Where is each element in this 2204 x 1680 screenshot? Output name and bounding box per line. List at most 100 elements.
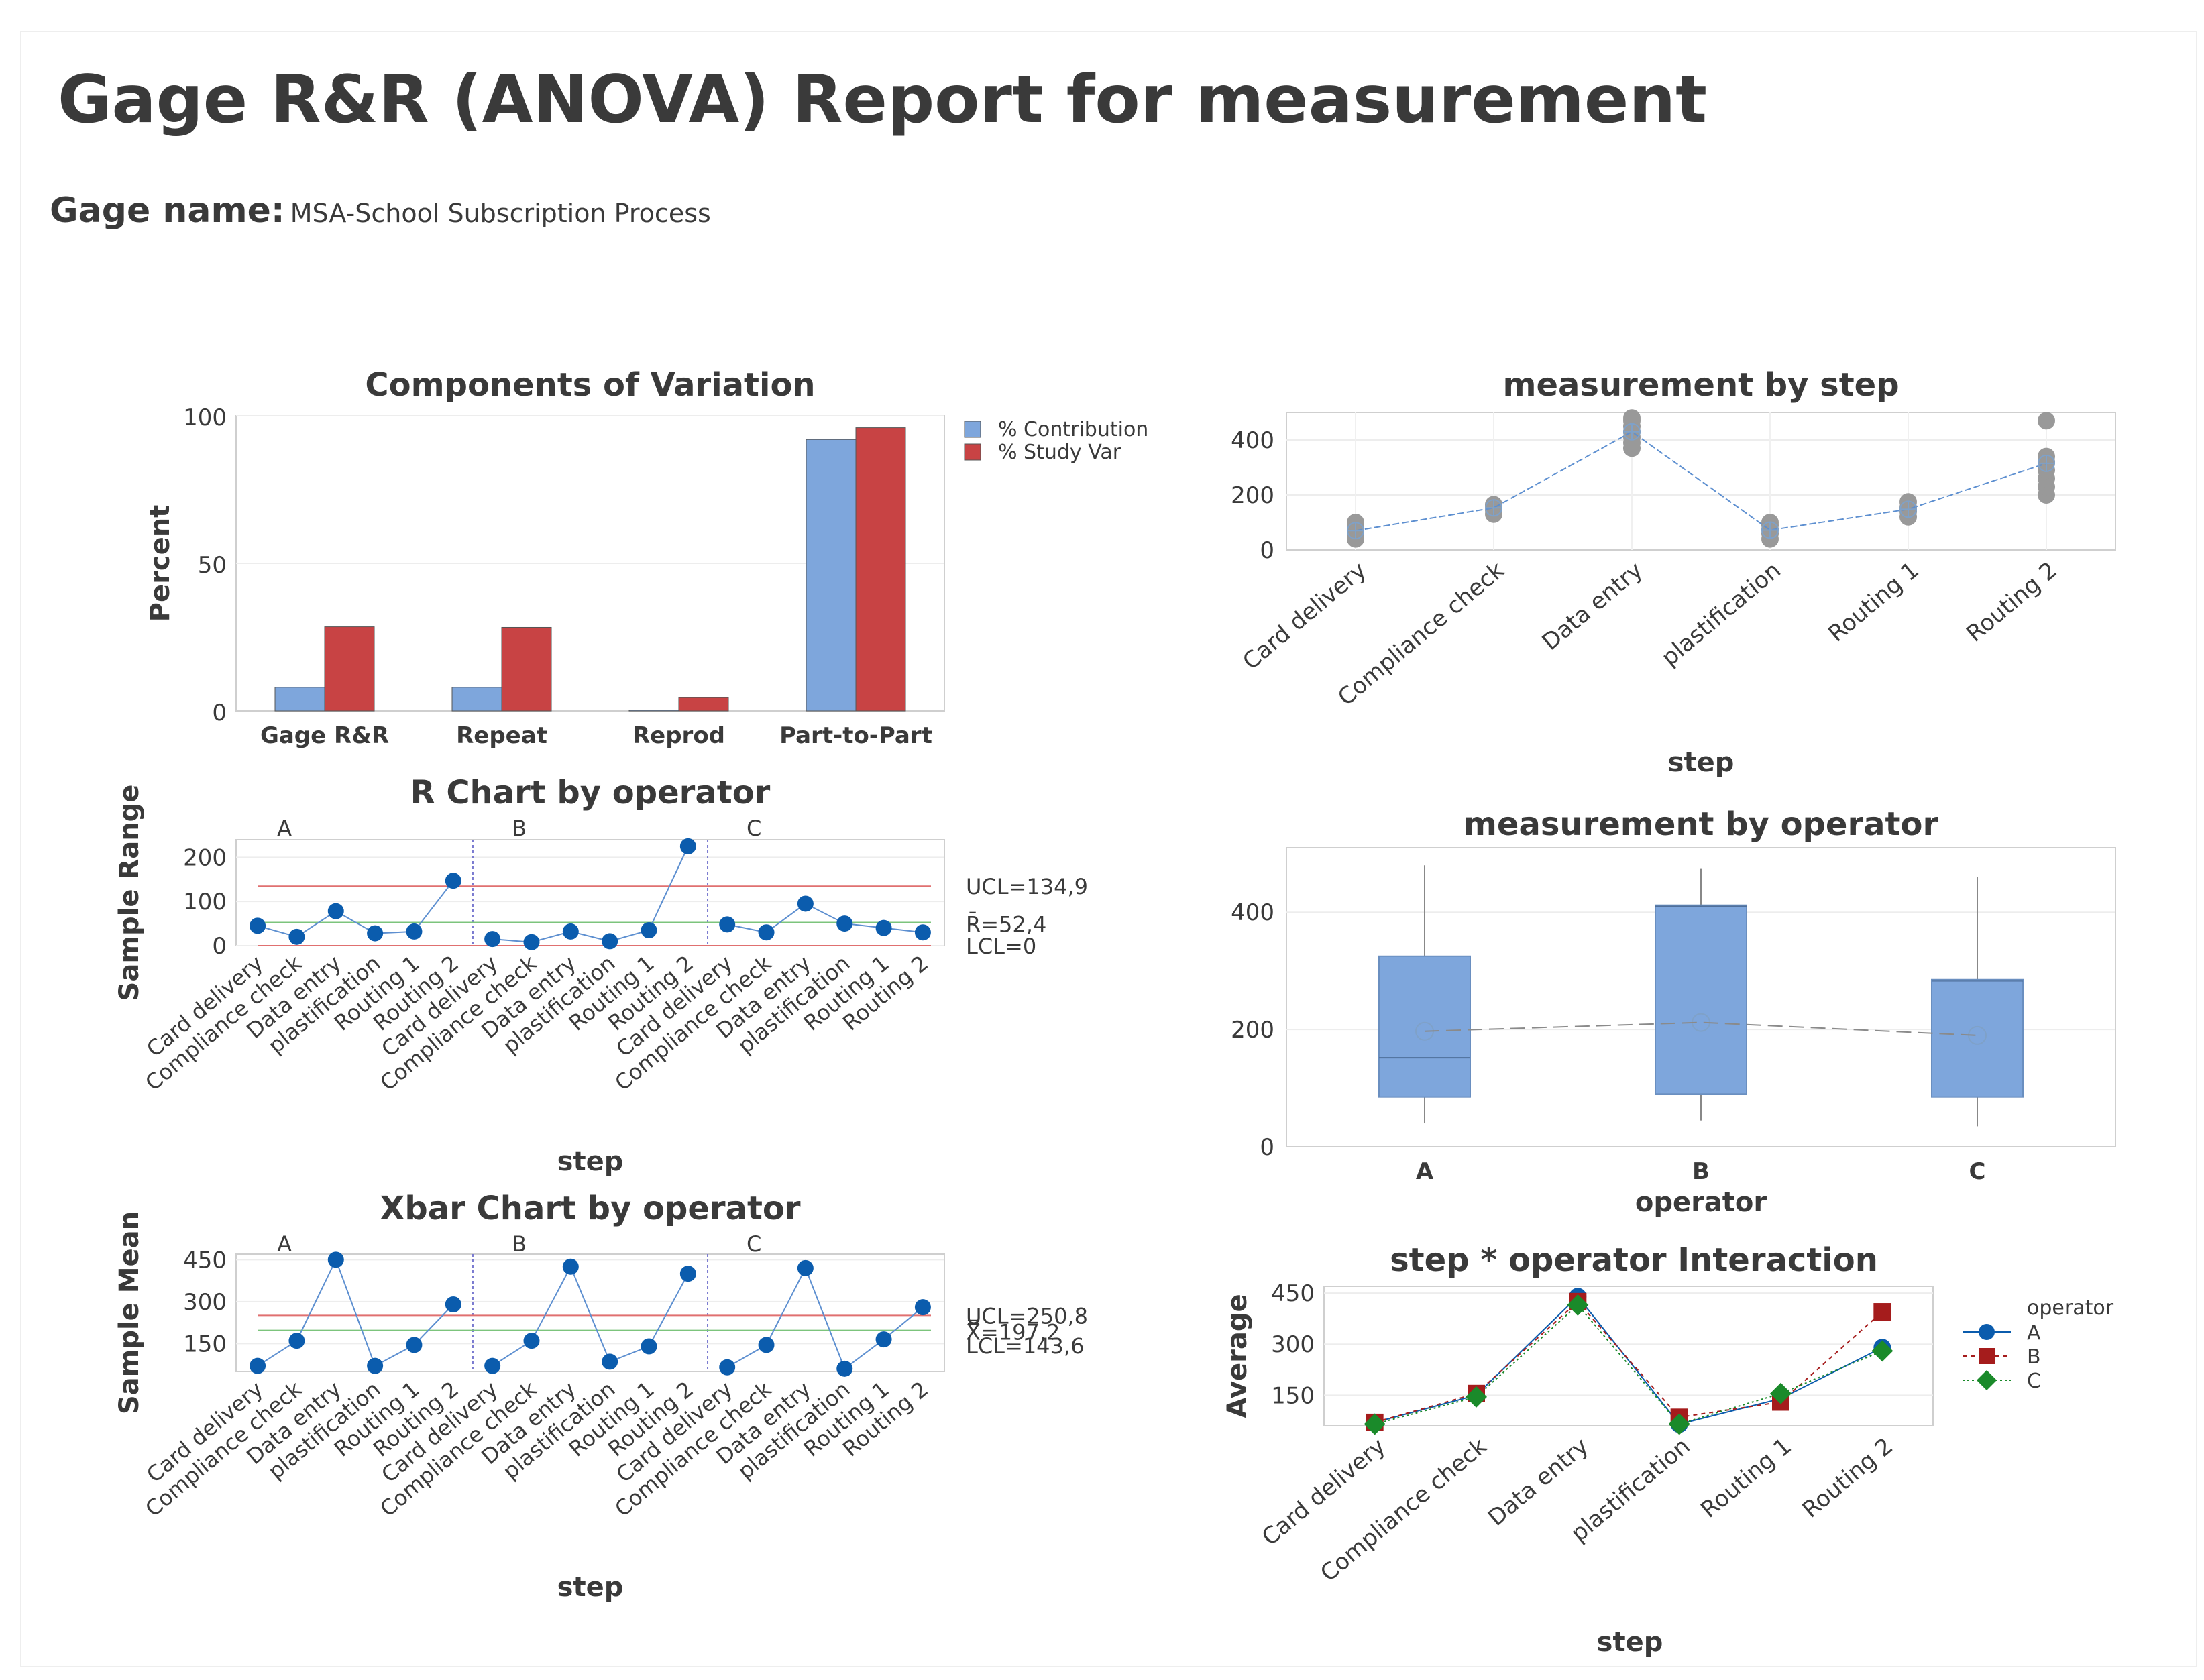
byoperator-box <box>1378 955 1471 1098</box>
bystep-xlabel: step <box>1668 747 1734 778</box>
xbarchart-operator-label: B <box>512 1231 527 1257</box>
xbarchart-point <box>758 1337 775 1353</box>
components-bar <box>451 687 502 712</box>
interaction-plot-area <box>1323 1286 1934 1426</box>
rchart-point <box>602 933 618 950</box>
bystep-ytick: 400 <box>1231 427 1274 454</box>
components-bar <box>855 427 906 712</box>
interaction-point <box>1770 1382 1792 1404</box>
rchart-ylabel: Sample Range <box>114 785 145 1001</box>
interaction-legend-title: operator <box>2027 1296 2114 1320</box>
byoperator-ytick: 200 <box>1231 1017 1274 1044</box>
components-ylabel: Percent <box>145 505 176 622</box>
components-legend-label: % Contribution <box>998 418 1148 441</box>
bystep-point <box>2038 412 2055 430</box>
bystep-point <box>1623 409 1641 427</box>
rchart-operator-label: C <box>747 816 761 841</box>
bystep-xtick: Routing 1 <box>1823 557 1924 647</box>
gage-name-label: Gage name: <box>50 190 285 231</box>
interaction-legend-marker <box>1979 1348 1995 1364</box>
bystep-plot-area <box>1286 412 2116 551</box>
interaction-xtick: Compliance check <box>1315 1433 1492 1587</box>
byoperator-xlabel: operator <box>1635 1187 1767 1218</box>
components-ytick: 50 <box>198 552 227 579</box>
byoperator-ytick: 0 <box>1260 1134 1274 1161</box>
bystep-xtick: Routing 2 <box>1961 557 2062 647</box>
interaction-point <box>1364 1413 1386 1435</box>
interaction-xlabel: step <box>1597 1627 1663 1658</box>
xbarchart-point <box>484 1357 501 1374</box>
rchart-xlabel: step <box>557 1146 624 1177</box>
interaction-legend-marker <box>1979 1324 1995 1340</box>
rchart-point <box>875 919 892 936</box>
xbarchart-operator-label: A <box>277 1231 292 1257</box>
xbarchart-point <box>288 1333 305 1349</box>
xbarchart-center-label: X̿=197,2 <box>966 1319 1060 1345</box>
xbarchart-ylabel: Sample Mean <box>114 1211 145 1414</box>
bystep-xtick: Data entry <box>1537 557 1648 656</box>
rchart-point <box>797 895 814 912</box>
rchart-point <box>758 924 775 941</box>
interaction-title: step * operator Interaction <box>1390 1241 1878 1279</box>
components-bar <box>501 626 552 712</box>
rchart-point <box>445 873 461 889</box>
byoperator-mean-line <box>1424 1021 1978 1036</box>
rchart-center-label: R̄=52,4 <box>966 911 1046 938</box>
interaction-legend-label: C <box>2027 1369 2041 1393</box>
xbarchart-title: Xbar Chart by operator <box>380 1190 800 1227</box>
xbarchart-point <box>641 1338 657 1355</box>
components-ytick: 0 <box>212 699 227 726</box>
bystep-mean-line <box>1355 431 2047 532</box>
components-bar <box>678 697 729 712</box>
components-xtick: Gage R&R <box>260 722 389 749</box>
rchart-ytick: 100 <box>183 889 227 915</box>
xbarchart-point <box>875 1331 892 1348</box>
rchart-point <box>367 925 384 942</box>
components-bar <box>628 710 679 712</box>
xbarchart-ucl-label: UCL=250,8 <box>966 1303 1088 1329</box>
gage-name-value: MSA-School Subscription Process <box>290 199 711 228</box>
xbarchart-point <box>602 1353 618 1370</box>
xbarchart-ytick: 150 <box>183 1331 227 1357</box>
xbarchart-point <box>836 1360 853 1377</box>
byoperator-title: measurement by operator <box>1464 805 1939 843</box>
interaction-series-line <box>1374 1295 1883 1425</box>
components-legend-label: % Study Var <box>998 441 1121 464</box>
components-ytick: 100 <box>183 404 227 431</box>
rchart-ytick: 200 <box>183 844 227 871</box>
rchart-point <box>406 923 423 940</box>
interaction-xtick: Routing 2 <box>1798 1433 1898 1523</box>
xbarchart-point <box>797 1259 814 1276</box>
bystep-title: measurement by step <box>1502 366 1899 404</box>
xbarchart-point <box>523 1333 540 1349</box>
byoperator-xtick: A <box>1416 1158 1434 1185</box>
rchart-point <box>562 923 579 940</box>
rchart-title: R Chart by operator <box>410 774 771 811</box>
interaction-point <box>1567 1294 1589 1316</box>
byoperator-box <box>1931 978 2024 1098</box>
rchart-point <box>484 931 501 948</box>
interaction-point <box>1466 1386 1487 1408</box>
components-bar <box>324 626 375 712</box>
rchart-point <box>523 934 540 950</box>
rchart-point <box>250 917 266 934</box>
interaction-legend-label: A <box>2027 1321 2041 1345</box>
components-title: Components of Variation <box>365 366 815 404</box>
bystep-xtick: Card delivery <box>1237 557 1372 675</box>
report-title: Gage R&R (ANOVA) Report for measurement <box>58 62 1707 138</box>
xbarchart-point <box>367 1357 384 1374</box>
rchart-operator-label: B <box>512 816 527 841</box>
xbarchart-point <box>914 1299 931 1316</box>
rchart-point <box>836 915 853 932</box>
components-xtick: Repeat <box>456 722 547 749</box>
interaction-ytick: 300 <box>1271 1331 1315 1358</box>
xbarchart-lcl-label: LCL=143,6 <box>966 1333 1084 1359</box>
rchart-point <box>679 838 696 854</box>
rchart-operator-label: A <box>277 816 292 841</box>
xbarchart-point <box>250 1357 266 1374</box>
rchart-plot-area <box>235 839 945 946</box>
byoperator-xtick: B <box>1692 1158 1710 1185</box>
xbarchart-point <box>562 1258 579 1275</box>
report-frame <box>20 31 2197 1667</box>
xbarchart-point <box>679 1266 696 1282</box>
